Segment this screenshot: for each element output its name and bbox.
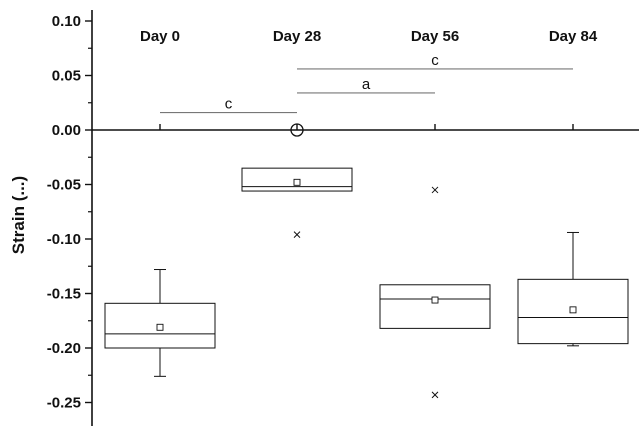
significance-label: c: [431, 52, 439, 69]
outlier-marker: [293, 231, 301, 238]
outlier-marker: [290, 123, 304, 137]
y-tick-label: -0.10: [47, 231, 81, 248]
y-tick-label: 0.10: [52, 13, 81, 30]
outlier-marker: [431, 391, 439, 399]
significance-label: a: [362, 76, 371, 93]
significance-label: c: [225, 96, 233, 113]
y-tick-label: 0.00: [52, 122, 81, 139]
category-label: Day 56: [411, 28, 459, 45]
mean-marker: [156, 323, 164, 331]
y-tick-label: -0.15: [47, 286, 81, 303]
outlier-marker: [431, 186, 439, 194]
mean-marker: [293, 178, 301, 186]
y-tick-label: 0.05: [52, 68, 81, 85]
box: [241, 167, 353, 192]
mean-marker: [569, 306, 577, 314]
box: [517, 278, 629, 345]
y-tick-label: -0.25: [47, 395, 81, 412]
box: [379, 284, 491, 329]
box: [104, 302, 216, 349]
category-label: Day 28: [273, 28, 321, 45]
category-label: Day 0: [140, 28, 180, 45]
category-label: Day 84: [549, 28, 598, 45]
y-tick-label: -0.20: [47, 340, 81, 357]
y-axis-title: Strain (...): [9, 176, 28, 254]
y-tick-label: -0.05: [47, 177, 81, 194]
mean-marker: [431, 296, 439, 304]
